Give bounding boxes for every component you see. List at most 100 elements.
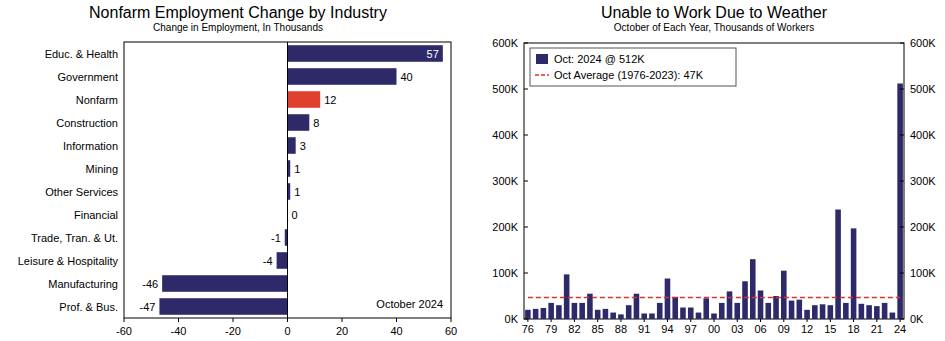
plot-frame	[124, 42, 451, 318]
bar	[742, 281, 748, 319]
x-tick	[527, 319, 528, 322]
bar	[812, 305, 818, 319]
data-label: 3	[300, 140, 306, 152]
bar	[804, 310, 810, 319]
bar	[556, 305, 562, 319]
bar	[866, 305, 872, 319]
data-label: 0	[292, 209, 298, 221]
y-tick-label: 100K	[492, 267, 518, 279]
bar	[649, 313, 655, 319]
x-tick-label: -20	[225, 325, 241, 337]
y2-tick-label: 400K	[910, 129, 936, 141]
category-label: Financial	[74, 209, 118, 221]
marks	[525, 83, 903, 319]
bar	[843, 303, 849, 319]
y-tick-label: 500K	[492, 83, 518, 95]
y2-tick-label: 200K	[910, 221, 936, 233]
x-tick	[342, 318, 343, 322]
x-tick-label: 85	[592, 323, 604, 335]
data-label: 1	[294, 186, 300, 198]
y2-tick	[900, 181, 904, 182]
x-tick-label: 20	[336, 325, 348, 337]
bar	[835, 210, 841, 319]
x-tick	[690, 319, 691, 322]
legend-swatch	[536, 54, 548, 64]
bar	[665, 279, 671, 319]
bar	[696, 313, 702, 319]
x-tick-label: -40	[171, 325, 187, 337]
chart-weather: Unable to Work Due to WeatherOctober of …	[492, 4, 936, 335]
x-tick	[396, 318, 397, 322]
bar	[159, 298, 287, 315]
bar	[773, 296, 779, 319]
y2-tick-label: 600K	[910, 37, 936, 49]
y2-tick	[900, 43, 904, 44]
x-tick	[876, 319, 877, 322]
bar	[610, 313, 616, 319]
bar	[641, 313, 647, 319]
x-tick-label: 06	[754, 323, 766, 335]
title: Nonfarm Employment Change by Industry	[89, 4, 387, 21]
x-tick-label: -60	[116, 325, 132, 337]
y-tick-label: 400K	[492, 129, 518, 141]
x-tick	[287, 318, 288, 322]
data-labels: 57401283110-1-4-46-47	[140, 48, 439, 313]
category-label: Information	[63, 140, 118, 152]
bar	[874, 306, 880, 319]
bar	[277, 252, 288, 269]
y2-tick	[900, 135, 904, 136]
legend-label: Oct Average (1976-2023): 47K	[554, 69, 704, 81]
y-tick	[524, 181, 528, 182]
x-tick	[830, 319, 831, 322]
bar	[711, 313, 717, 319]
x-tick	[451, 318, 452, 322]
x-tick-label: 21	[871, 323, 883, 335]
category-label: Construction	[56, 117, 118, 129]
bar	[828, 305, 834, 319]
bar	[288, 114, 310, 131]
x-tick	[178, 318, 179, 322]
x-tick-label: 79	[545, 323, 557, 335]
bar	[162, 275, 287, 292]
data-label: -4	[263, 255, 273, 267]
x-tick	[853, 319, 854, 322]
bar	[851, 228, 857, 319]
bar	[541, 308, 547, 319]
y2-tick	[900, 227, 904, 228]
x-tick	[737, 319, 738, 322]
bar	[765, 303, 771, 319]
y2-tick-label: 0K	[910, 313, 924, 325]
bar	[672, 297, 678, 319]
bar	[703, 298, 709, 319]
x-tick	[233, 318, 234, 322]
x-tick-label: 94	[661, 323, 673, 335]
x-tick	[783, 319, 784, 322]
x-tick	[667, 319, 668, 322]
x-tick-label: 97	[685, 323, 697, 335]
bar	[820, 304, 826, 319]
legend-swatch	[535, 74, 549, 76]
y-tick-label: 0K	[505, 313, 519, 325]
bar	[797, 300, 803, 319]
x-tick	[714, 319, 715, 322]
bar	[595, 310, 601, 319]
bar	[680, 308, 686, 320]
category-label: Leisure & Hospitality	[18, 255, 119, 267]
annotation: October 2024	[376, 298, 443, 310]
bar	[533, 309, 539, 319]
y-tick	[524, 43, 528, 44]
y2-tick-label: 300K	[910, 175, 936, 187]
x-tick-label: 24	[894, 323, 906, 335]
average-line	[528, 297, 900, 299]
data-label: 8	[313, 117, 319, 129]
x-tick-label: 00	[708, 323, 720, 335]
bar	[603, 309, 609, 319]
title: Unable to Work Due to Weather	[601, 4, 828, 21]
x-tick-label: 15	[824, 323, 836, 335]
bar	[719, 303, 725, 319]
x-tick-label: 76	[522, 323, 534, 335]
data-label: 40	[401, 71, 413, 83]
y2-tick-label: 500K	[910, 83, 936, 95]
x-tick	[620, 319, 621, 322]
bar	[890, 313, 896, 319]
